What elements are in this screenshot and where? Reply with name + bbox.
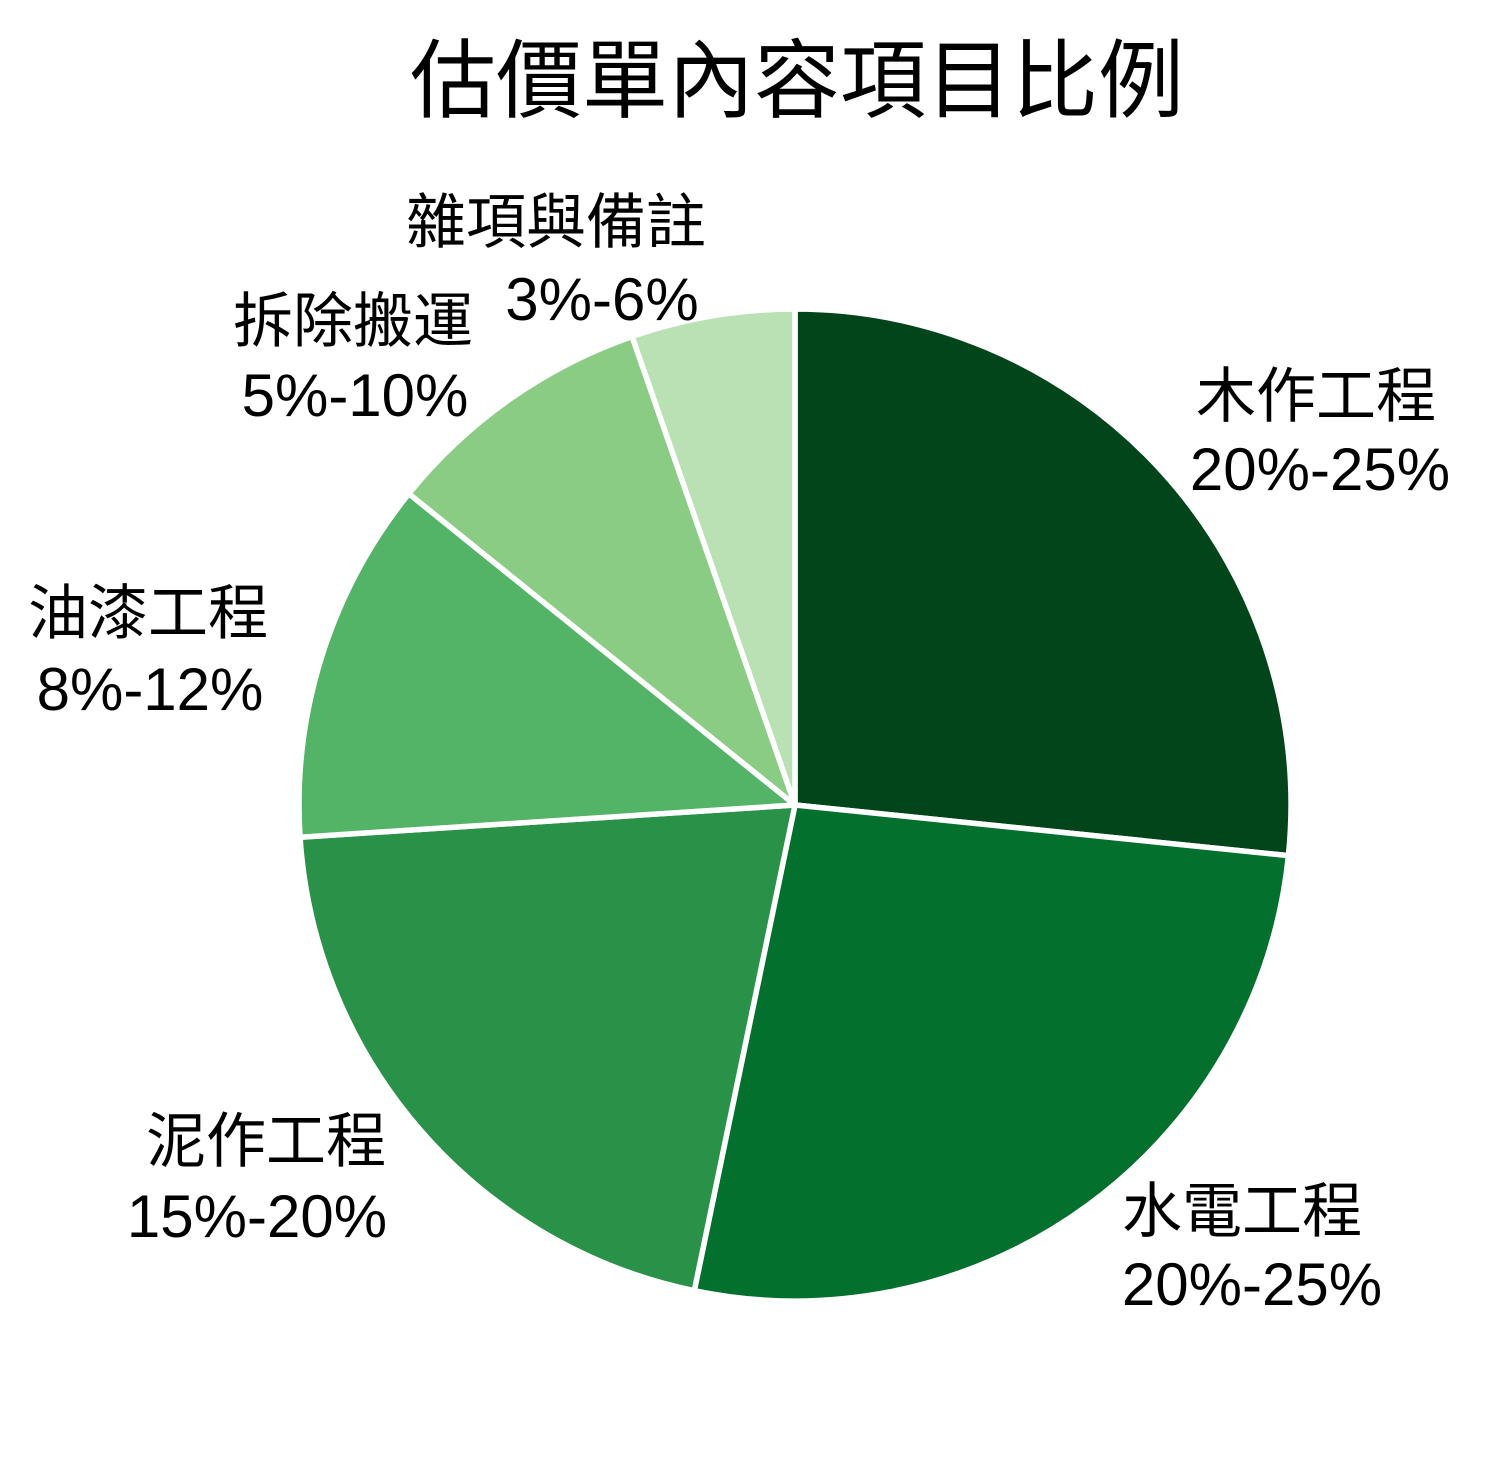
- pie-slice-6: [629, 306, 798, 808]
- pie-slice-3: [297, 802, 798, 1294]
- slice-label-range-1: 20%-25%: [1189, 436, 1451, 503]
- pie-slice-1: [792, 306, 1294, 859]
- slice-label-name-6: 雜項與備註: [406, 189, 706, 256]
- pie-slice-5: [406, 333, 798, 808]
- slice-label-range-2: 20%-25%: [1121, 1251, 1383, 1318]
- slice-label-range-6: 3%-6%: [505, 266, 699, 333]
- chart-title: 估價單內容項目比例: [410, 33, 1184, 130]
- slice-label-name-1: 木作工程: [1196, 363, 1436, 430]
- slice-label-name-5: 拆除搬運: [233, 288, 473, 355]
- slice-label-range-5: 5%-10%: [241, 362, 469, 429]
- slice-label-range-3: 15%-20%: [126, 1183, 388, 1250]
- pie-slice-2: [691, 802, 1292, 1304]
- slice-label-name-2: 水電工程: [1122, 1178, 1362, 1245]
- slice-label-name-4: 油漆工程: [28, 580, 268, 647]
- slice-label-range-4: 8%-12%: [36, 656, 264, 723]
- slice-label-name-3: 泥作工程: [146, 1108, 386, 1175]
- pie-slice-4: [296, 490, 798, 840]
